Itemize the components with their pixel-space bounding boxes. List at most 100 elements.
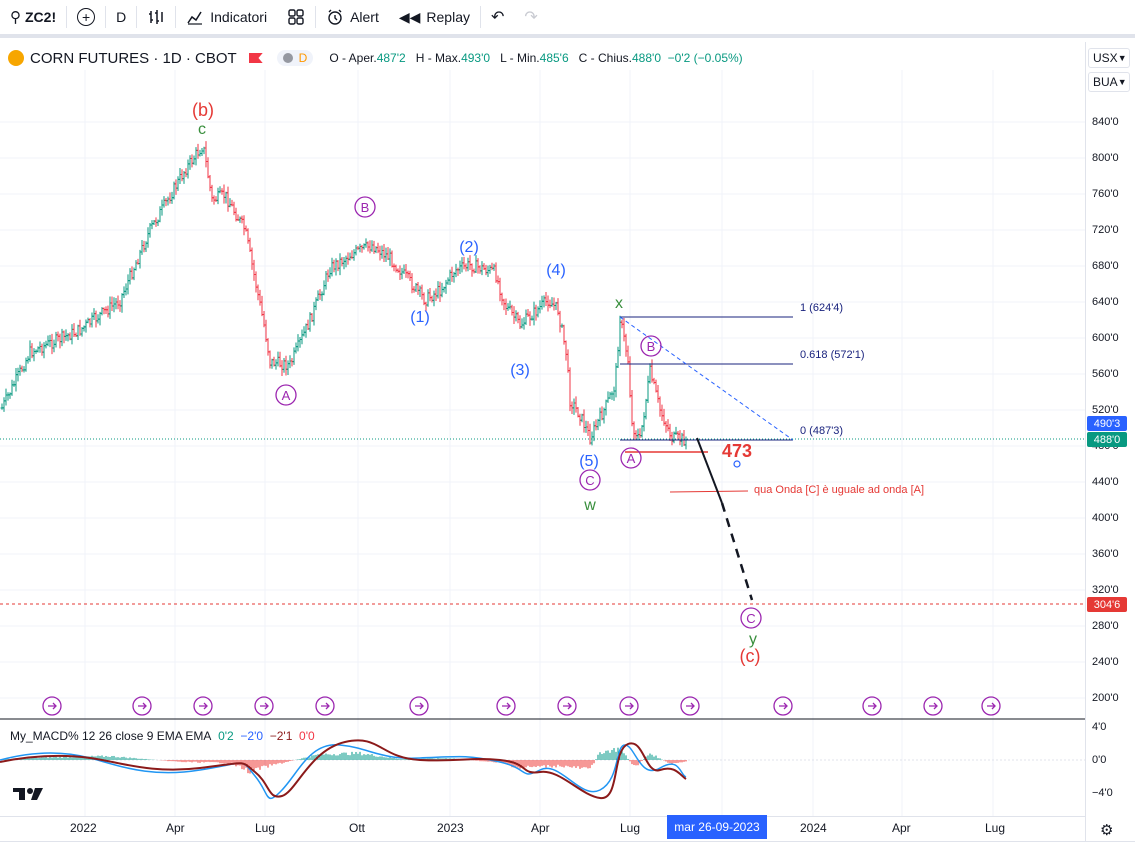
alert-button[interactable]: Alert: [316, 0, 389, 36]
macd-hist-bar: [607, 750, 608, 760]
price-bar: [157, 219, 160, 226]
symbol-label: ZC2!: [25, 9, 56, 25]
macd-value-4: 0'0: [299, 729, 315, 743]
price-bar: [187, 160, 190, 179]
macd-hist-bar: [251, 760, 252, 768]
time-axis-label: Apr: [531, 821, 550, 835]
price-bar: [631, 390, 634, 426]
tradingview-logo[interactable]: [13, 786, 45, 802]
wave-C1: C: [585, 473, 594, 488]
price-bar: [165, 198, 168, 206]
price-bar: [645, 399, 648, 420]
symbol-search[interactable]: ⚲ ZC2!: [0, 0, 66, 36]
macd-hist-bar: [675, 760, 676, 763]
price-bar: [437, 281, 440, 298]
price-bar: [331, 258, 334, 277]
event-markers[interactable]: [43, 697, 1000, 715]
price-bar: [179, 168, 182, 184]
macd-hist-bar: [223, 760, 224, 763]
time-axis-label: Apr: [166, 821, 185, 835]
level-473-label: 473: [722, 441, 752, 461]
macd-hist-bar: [665, 760, 666, 761]
grid-icon: [287, 8, 305, 26]
macd-hist-bar: [227, 760, 228, 763]
price-bar: [121, 293, 124, 313]
price-bar: [487, 266, 490, 277]
price-bar: [55, 332, 58, 348]
macd-hist-bar: [183, 760, 184, 762]
price-bar: [495, 262, 498, 283]
macd-value-3: −2'1: [270, 729, 293, 743]
price-bar: [501, 293, 504, 306]
wave-A1: A: [282, 388, 291, 403]
price-chart[interactable]: 1 (624'4) 0.618 (572'1) 0 (487'3) (b) c …: [0, 70, 1085, 816]
price-bar: [385, 248, 388, 262]
macd-hist-bar: [43, 757, 44, 760]
undo-button[interactable]: ↶: [481, 0, 514, 36]
macd-hist-bar: [587, 760, 588, 768]
price-bar: [497, 275, 500, 284]
redo-button[interactable]: ↷: [514, 0, 547, 36]
macd-hist-bar: [557, 760, 558, 765]
price-label-target: 304'6: [1087, 597, 1127, 612]
note-line[interactable]: [670, 491, 748, 492]
close-value: 488'0: [632, 51, 661, 65]
data-status-pill[interactable]: D: [277, 50, 314, 66]
fib-label-0618: 0.618 (572'1): [800, 349, 864, 361]
macd-scale-zero: 0'0: [1092, 754, 1106, 766]
macd-hist-bar: [347, 755, 348, 760]
macd-hist-bar: [337, 755, 338, 760]
currency-select[interactable]: USX▼: [1088, 48, 1130, 68]
price-bar: [65, 329, 68, 340]
price-bar: [91, 312, 94, 327]
macd-hist-bar: [623, 753, 624, 760]
low-value: 485'6: [540, 51, 569, 65]
price-bar: [429, 288, 432, 301]
price-bar: [499, 278, 502, 301]
macd-hist-bar: [105, 756, 106, 760]
macd-hist-bar: [573, 760, 574, 766]
price-bar: [63, 330, 66, 343]
price-bar: [481, 261, 484, 275]
macd-hist-bar: [199, 760, 200, 763]
price-bar: [301, 330, 304, 345]
chevron-down-icon: ▼: [1118, 53, 1127, 63]
macd-hist-bar: [299, 759, 300, 760]
price-bar: [211, 185, 214, 202]
price-bar: [135, 260, 138, 270]
price-bar: [21, 366, 24, 373]
unit-select[interactable]: BUA▼: [1088, 72, 1130, 92]
macd-legend[interactable]: My_MACD% 12 26 close 9 EMA EMA 0'2 −2'0 …: [10, 729, 315, 743]
compare-button[interactable]: +: [67, 0, 105, 36]
event-arrow-icon: [868, 703, 876, 709]
price-bar: [289, 355, 292, 368]
macd-hist-bar: [59, 757, 60, 760]
macd-hist-bar: [175, 760, 176, 761]
chart-type-button[interactable]: [137, 0, 175, 36]
macd-hist-bar: [343, 753, 344, 760]
alert-label: Alert: [350, 9, 379, 25]
price-bar: [283, 358, 286, 373]
macd-hist-bar: [401, 759, 402, 760]
gear-icon[interactable]: ⚙: [1100, 821, 1113, 839]
macd-hist-bar: [529, 760, 530, 767]
macd-hist-bar: [613, 748, 614, 760]
price-scale-label: 400'0: [1092, 512, 1119, 524]
price-bar: [435, 288, 438, 301]
price-bar: [243, 215, 246, 235]
event-arrow-icon: [415, 703, 423, 709]
price-bar: [447, 277, 450, 284]
projection-solid[interactable]: [697, 438, 722, 503]
indicators-button[interactable]: Indicatori: [176, 0, 277, 36]
price-bar: [629, 356, 632, 397]
macd-hist-bar: [667, 760, 668, 763]
macd-hist-bar: [231, 760, 232, 763]
layouts-button[interactable]: [277, 0, 315, 36]
price-bar: [277, 352, 280, 367]
flag-icon[interactable]: [249, 53, 263, 63]
macd-hist-bar: [543, 760, 544, 765]
replay-button[interactable]: ◀◀ Replay: [389, 0, 480, 36]
interval-button[interactable]: D: [106, 0, 136, 36]
price-bar: [193, 156, 196, 165]
change-value: −0'2 (−0.05%): [668, 51, 743, 65]
